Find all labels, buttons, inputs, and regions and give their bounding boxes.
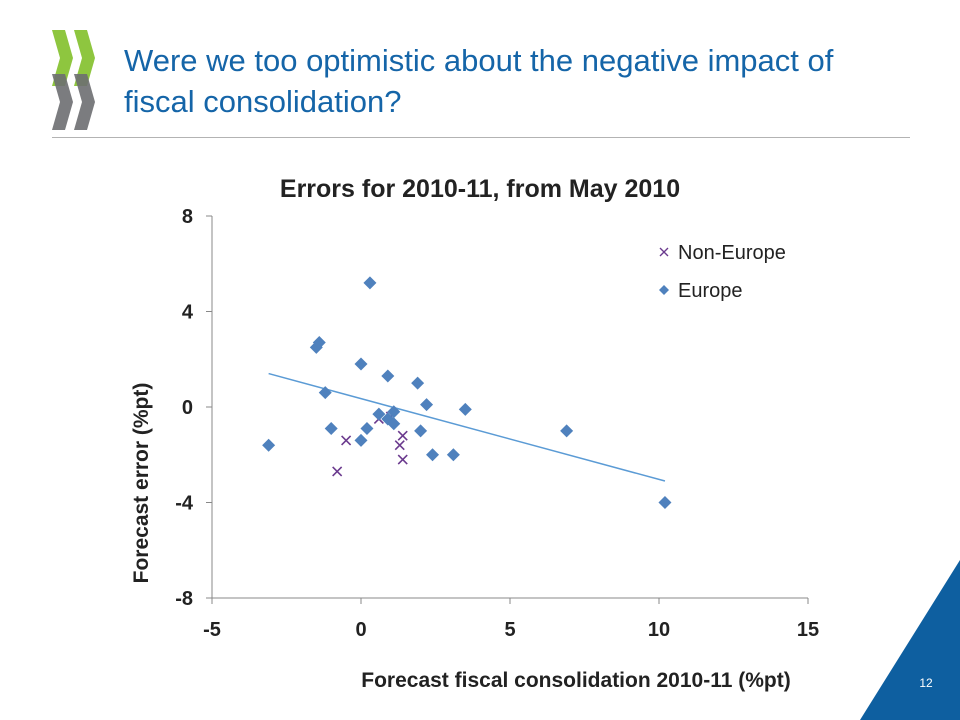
legend-label: Non-Europe [678, 242, 786, 264]
slide-title: Were we too optimistic about the negativ… [124, 43, 834, 119]
europe-point [411, 376, 425, 390]
europe-point [324, 421, 338, 435]
x-tick-label: 15 [797, 619, 819, 641]
title-divider [52, 137, 910, 138]
europe-point [360, 421, 374, 435]
y-tick-group: 8 4 0 -4 -8 [175, 206, 212, 610]
europe-point [372, 407, 386, 421]
europe-point [387, 417, 401, 431]
europe-point [458, 402, 472, 416]
non-europe-point [394, 440, 405, 451]
x-tick-label: -5 [203, 619, 221, 641]
x-tick-label: 0 [355, 619, 366, 641]
x-tick-label: 10 [648, 619, 670, 641]
non-europe-point [332, 466, 343, 477]
oecd-logo [52, 30, 95, 130]
europe-point [420, 398, 434, 412]
chart-title: Errors for 2010-11, from May 2010 [280, 175, 680, 203]
europe-point [262, 438, 276, 452]
y-tick-label: -8 [175, 588, 193, 610]
non-europe-point [397, 454, 408, 465]
y-tick-label: -4 [175, 493, 194, 515]
europe-point [354, 357, 368, 371]
y-tick-label: 8 [182, 206, 193, 228]
europe-point [560, 424, 574, 438]
x-tick-label: 5 [504, 619, 515, 641]
y-axis-label: Forecast error (%pt) [130, 383, 153, 584]
logo-green-chevron-left [52, 30, 73, 86]
europe-point [446, 448, 460, 462]
europe-point [658, 496, 672, 509]
legend-marker-europe [659, 285, 669, 295]
non-europe-point [397, 430, 408, 441]
data-marks [262, 276, 672, 509]
trendline [268, 372, 666, 482]
europe-point [426, 448, 440, 462]
europe-point [318, 386, 332, 400]
europe-point [363, 276, 377, 290]
europe-point [414, 424, 428, 438]
legend: Non-Europe Europe [659, 242, 786, 302]
corner-decoration [860, 560, 960, 720]
logo-green-chevron-right [74, 30, 95, 86]
y-tick-label: 0 [182, 397, 193, 419]
page-number: 12 [919, 676, 933, 690]
logo-gray-chevron-left [52, 74, 73, 130]
non-europe-point [341, 435, 352, 446]
legend-marker-non-europe [659, 247, 669, 257]
europe-point [354, 433, 368, 447]
logo-gray-chevron-right [74, 74, 95, 130]
x-axis-label: Forecast fiscal consolidation 2010-11 (%… [361, 669, 790, 692]
x-tick-group: -5 0 5 10 15 [203, 598, 819, 641]
europe-point [387, 405, 401, 419]
y-tick-label: 4 [182, 302, 194, 324]
europe-point [312, 336, 326, 350]
europe-point [381, 369, 395, 383]
legend-label: Europe [678, 280, 743, 302]
